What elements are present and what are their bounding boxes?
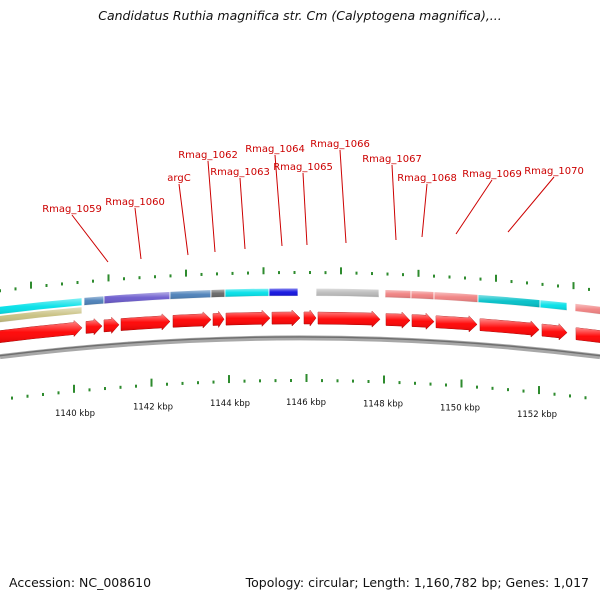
gene-label[interactable]: Rmag_1070 [524,166,584,177]
coordinate-ticks [0,267,590,400]
map-title: Candidatus Ruthia magnifica str. Cm (Cal… [98,8,502,23]
gene-label[interactable]: Rmag_1063 [210,167,270,178]
cds-arrow-gloss [386,312,410,329]
feature-block-gloss [575,303,600,315]
cds-arrow-gloss [304,310,316,327]
feature-block-gloss [385,289,411,299]
gene-label-leader [274,154,283,247]
cds-arrow-gloss [0,320,82,343]
cds-arrow-gloss [213,311,224,328]
gene-label[interactable]: Rmag_1059 [42,204,102,215]
feature-track [0,287,600,323]
feature-block-gloss [434,291,478,303]
cds-arrow-gloss [318,311,380,328]
kbp-label: 1142 kbp [133,403,173,413]
kbp-label: 1150 kbp [440,403,480,413]
gene-label[interactable]: Rmag_1064 [245,144,305,155]
feature-block-gloss [269,288,298,297]
feature-block-gloss [0,297,82,315]
cds-track [0,309,600,343]
genome-summary-text: Topology: circular; Length: 1,160,782 bp… [245,575,589,590]
gene-label-leader [71,214,109,263]
accession-text: Accession: NC_008610 [9,575,152,590]
cds-arrow-gloss [436,315,477,332]
cds-arrow-gloss [542,323,567,340]
gene-label-leader [302,172,308,246]
cds-arrow-gloss [272,310,300,327]
genome-backbone [0,335,600,360]
cds-arrow-gloss [173,311,211,328]
kbp-axis-labels: 1140 kbp 1142 kbp 1144 kbp 1146 kbp 1148 kbp… [55,398,557,420]
feature-block-gloss [104,291,170,304]
cds-arrow-gloss [412,313,434,330]
feature-block-gloss [316,288,379,298]
gene-label[interactable]: Rmag_1065 [273,162,333,173]
gene-label[interactable]: Rmag_1067 [362,154,422,165]
gene-label-leader [134,207,142,260]
kbp-label: 1152 kbp [517,410,557,420]
feature-block-gloss [211,289,225,298]
feature-block-gloss [411,290,434,300]
cds-arrow-gloss [576,327,600,343]
gene-label-leader [339,149,347,244]
gene-label-leader [455,179,493,235]
kbp-label: 1146 kbp [286,398,326,408]
backbone-line [0,335,600,360]
gene-label[interactable]: Rmag_1068 [397,173,457,184]
feature-block-gloss [84,295,104,306]
kbp-label: 1144 kbp [210,399,250,409]
gene-label[interactable]: Rmag_1069 [462,169,522,180]
backbone-edge [0,336,600,357]
cds-arrow-gloss [480,318,539,338]
cds-arrow-gloss [121,313,170,331]
cds-arrow-gloss [86,318,102,335]
feature-block-gloss [0,306,82,323]
gene-label[interactable]: Rmag_1062 [178,150,238,161]
gene-label[interactable]: argC [167,173,190,184]
gene-label[interactable]: Rmag_1060 [105,197,165,208]
feature-block-gloss [478,294,540,308]
gene-label-leader [207,160,216,253]
cds-arrow-gloss [104,317,119,334]
kbp-label: 1140 kbp [55,409,95,419]
kbp-label: 1148 kbp [363,399,403,409]
feature-block-gloss [540,299,567,311]
cds-arrow-gloss [226,310,270,327]
feature-block-gloss [225,288,269,298]
gene-label[interactable]: Rmag_1066 [310,139,370,150]
gene-label-leader [391,164,397,241]
gene-label-leader [507,176,555,233]
gene-label-leader [421,183,428,238]
gene-label-leader [178,183,189,256]
feature-block-gloss [170,289,211,300]
gene-label-leader [239,177,246,250]
